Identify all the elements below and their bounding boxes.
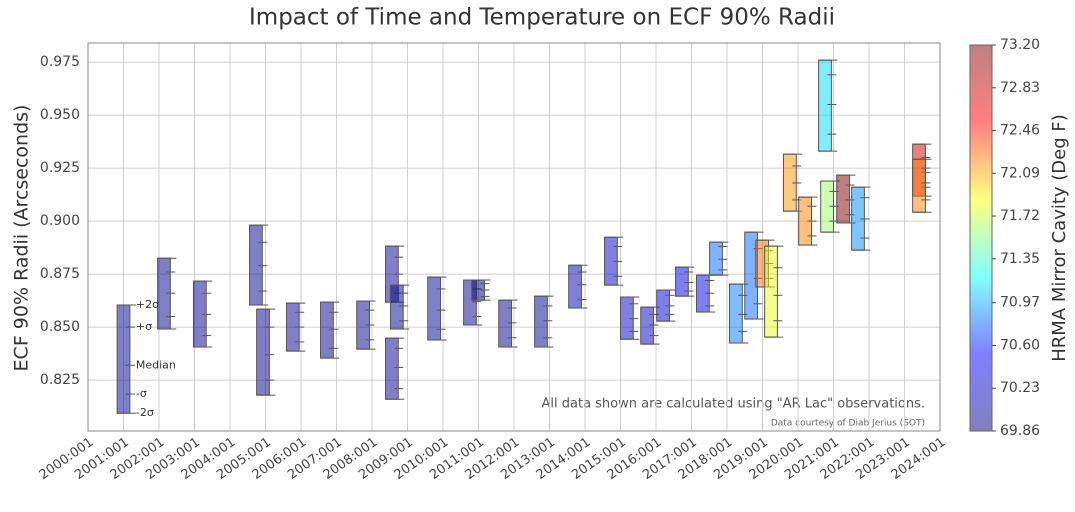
y-tick-label: 0.925 <box>40 160 80 176</box>
y-tick-label: 0.900 <box>40 213 80 229</box>
y-tick-label: 0.975 <box>40 54 80 70</box>
colorbar-tick-label: 71.35 <box>1000 251 1040 267</box>
y-axis-label: ECF 90% Radii (Arcseconds) <box>11 105 33 372</box>
colorbar-tick-label: 72.46 <box>1000 123 1040 139</box>
plot-frame <box>87 42 941 432</box>
box <box>764 245 778 338</box>
box <box>320 301 334 359</box>
box <box>427 276 442 341</box>
colorbar <box>969 44 993 432</box>
annotation: Data courtesy of Diab Jerius (SOT) <box>771 419 925 429</box>
box <box>728 283 743 344</box>
sigma-label: -σ <box>136 387 147 400</box>
colorbar-tick-label: 72.09 <box>1000 165 1040 181</box>
box <box>640 306 655 345</box>
y-tick-label: 0.825 <box>40 372 80 388</box>
box <box>384 337 399 400</box>
chart-title: Impact of Time and Temperature on ECF 90… <box>249 5 835 31</box>
sigma-label: +σ <box>136 320 152 333</box>
box <box>249 224 263 306</box>
box <box>256 308 270 396</box>
box <box>116 304 131 414</box>
box <box>675 266 689 297</box>
box <box>389 284 404 330</box>
box <box>818 59 832 152</box>
colorbar-tick-label: 72.83 <box>1000 80 1040 96</box>
sigma-label: -2σ <box>136 406 154 419</box>
colorbar-label: HRMA Mirror Cavity (Deg F) <box>1049 114 1070 362</box>
colorbar-tick-label: 70.60 <box>1000 337 1040 353</box>
box <box>534 295 548 348</box>
box <box>912 158 926 213</box>
colorbar-tick-label: 73.20 <box>1000 37 1040 53</box>
box <box>836 174 850 224</box>
colorbar-tick-label: 69.86 <box>1000 423 1040 439</box>
colorbar-tick-label: 70.23 <box>1000 380 1040 396</box>
sigma-label: Median <box>136 358 176 371</box>
y-tick-label: 0.850 <box>40 319 80 335</box>
y-tick-label: 0.875 <box>40 266 80 282</box>
annotation: All data shown are calculated using "AR … <box>542 397 926 412</box>
box <box>498 299 513 348</box>
colorbar-tick-label: 70.97 <box>1000 295 1040 311</box>
y-tick-label: 0.950 <box>40 107 80 123</box>
colorbar-tick-label: 71.72 <box>1000 208 1040 224</box>
sigma-label: +2σ <box>136 298 159 311</box>
